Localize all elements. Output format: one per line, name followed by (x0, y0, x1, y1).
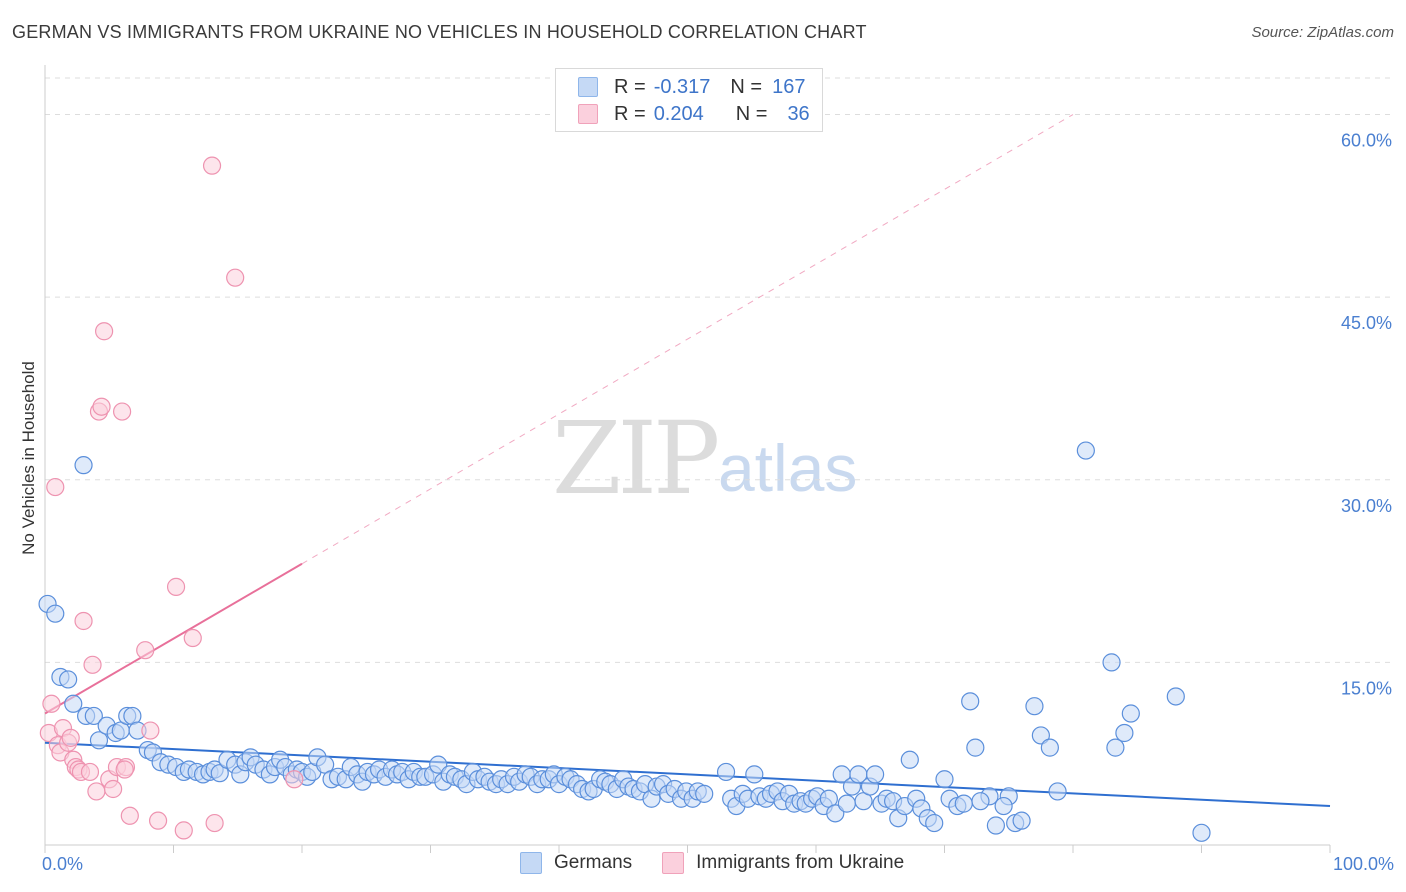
y-axis-label: No Vehicles in Household (19, 361, 38, 555)
legend-item-ukraine[interactable]: Immigrants from Ukraine (662, 852, 904, 874)
legend-swatch-germans (578, 77, 598, 97)
legend-r-value: 0.204 (653, 102, 704, 125)
legend-row-germans: R = -0.317 N = 167 (578, 75, 805, 99)
point-germans (1121, 704, 1140, 723)
point-germans (210, 764, 229, 783)
x-tick-label: 100.0% (1333, 854, 1394, 874)
point-germans (1040, 738, 1059, 757)
legend-r-label: R = (614, 102, 646, 125)
legend-n-label: N = (730, 75, 763, 98)
legend-swatch-germans (520, 852, 542, 874)
point-germans (994, 796, 1013, 816)
series-legend: Germans Immigrants from Ukraine (520, 852, 934, 874)
point-ukraine (166, 577, 186, 596)
point-ukraine (136, 641, 155, 660)
point-ukraine (46, 477, 65, 497)
legend-n-value: 36 (787, 102, 810, 125)
watermark-zip: ZIP (552, 400, 720, 517)
point-ukraine (83, 655, 102, 674)
point-germans (925, 813, 944, 833)
legend-swatch-ukraine (578, 104, 598, 124)
point-ukraine (226, 268, 245, 287)
legend-label-germans: Germans (554, 852, 633, 873)
legend-label-ukraine: Immigrants from Ukraine (696, 852, 905, 873)
point-germans (429, 755, 448, 774)
point-germans (59, 670, 78, 689)
point-germans (1166, 687, 1185, 706)
point-germans (837, 794, 856, 813)
watermark-atlas: atlas (718, 431, 858, 505)
point-germans (64, 694, 83, 713)
point-germans (1025, 697, 1044, 716)
point-ukraine (95, 322, 114, 341)
point-germans (954, 794, 973, 813)
point-germans (1115, 723, 1134, 743)
point-germans (935, 770, 954, 789)
point-ukraine (42, 694, 61, 713)
legend-r-label: R = (614, 75, 646, 98)
point-germans (89, 731, 109, 750)
correlation-legend: R = -0.317 N = 167 R = 0.204 N = 36 (555, 68, 823, 132)
trend-line-germans (44, 741, 1331, 808)
point-ukraine (80, 762, 100, 782)
point-ukraine (141, 721, 160, 740)
point-ukraine (120, 806, 139, 825)
point-germans (745, 765, 764, 784)
point-germans (866, 765, 885, 784)
point-germans (961, 692, 980, 711)
point-ukraine (112, 402, 132, 421)
data-points (38, 156, 1211, 842)
point-ukraine (183, 628, 202, 648)
point-ukraine (115, 760, 134, 779)
point-ukraine (92, 397, 111, 416)
point-ukraine (202, 156, 222, 175)
point-germans (1048, 782, 1067, 801)
trend-line-ukraine-extension (301, 114, 1074, 565)
y-tick-label: 60.0% (1341, 131, 1392, 151)
point-germans (46, 604, 65, 623)
point-germans (1076, 441, 1095, 460)
x-tick-label: 0.0% (42, 854, 83, 874)
point-germans (826, 804, 845, 823)
axes (44, 65, 1331, 853)
legend-r-value: -0.317 (653, 75, 711, 98)
y-tick-label: 30.0% (1341, 496, 1392, 516)
point-germans (1106, 738, 1125, 757)
trend-line-ukraine (44, 562, 303, 715)
legend-row-ukraine: R = 0.204 N = 36 (578, 102, 810, 126)
point-ukraine (174, 821, 193, 840)
y-tick-label: 45.0% (1341, 313, 1392, 333)
source-label: Source: ZipAtlas.com (1251, 24, 1394, 41)
point-germans (1012, 811, 1031, 830)
chart-title: GERMAN VS IMMIGRANTS FROM UKRAINE NO VEH… (12, 22, 867, 42)
point-ukraine (148, 811, 168, 830)
point-ukraine (74, 611, 93, 631)
point-germans (84, 706, 103, 726)
legend-n-label: N = (735, 102, 768, 125)
y-tick-label: 15.0% (1341, 678, 1392, 698)
trend-lines (44, 114, 1331, 808)
point-germans (1031, 726, 1050, 745)
point-germans (716, 762, 736, 782)
point-germans (986, 816, 1006, 835)
point-ukraine (104, 779, 123, 799)
legend-n-value: 167 (772, 75, 806, 98)
point-germans (1192, 823, 1211, 842)
point-ukraine (205, 813, 224, 833)
point-germans (695, 784, 714, 803)
point-ukraine (285, 770, 304, 789)
legend-swatch-ukraine (662, 852, 685, 874)
legend-item-germans[interactable]: Germans (520, 852, 632, 874)
point-germans (966, 738, 985, 757)
grid-lines (45, 77, 1395, 663)
point-germans (971, 792, 990, 811)
point-germans (900, 750, 919, 769)
point-germans (1102, 653, 1121, 672)
point-germans (74, 456, 93, 475)
axis-labels: 15.0% 30.0% 45.0% 60.0% 0.0% 100.0% No Vehicle… (19, 131, 1394, 874)
point-ukraine (87, 782, 106, 801)
point-ukraine (61, 728, 80, 747)
